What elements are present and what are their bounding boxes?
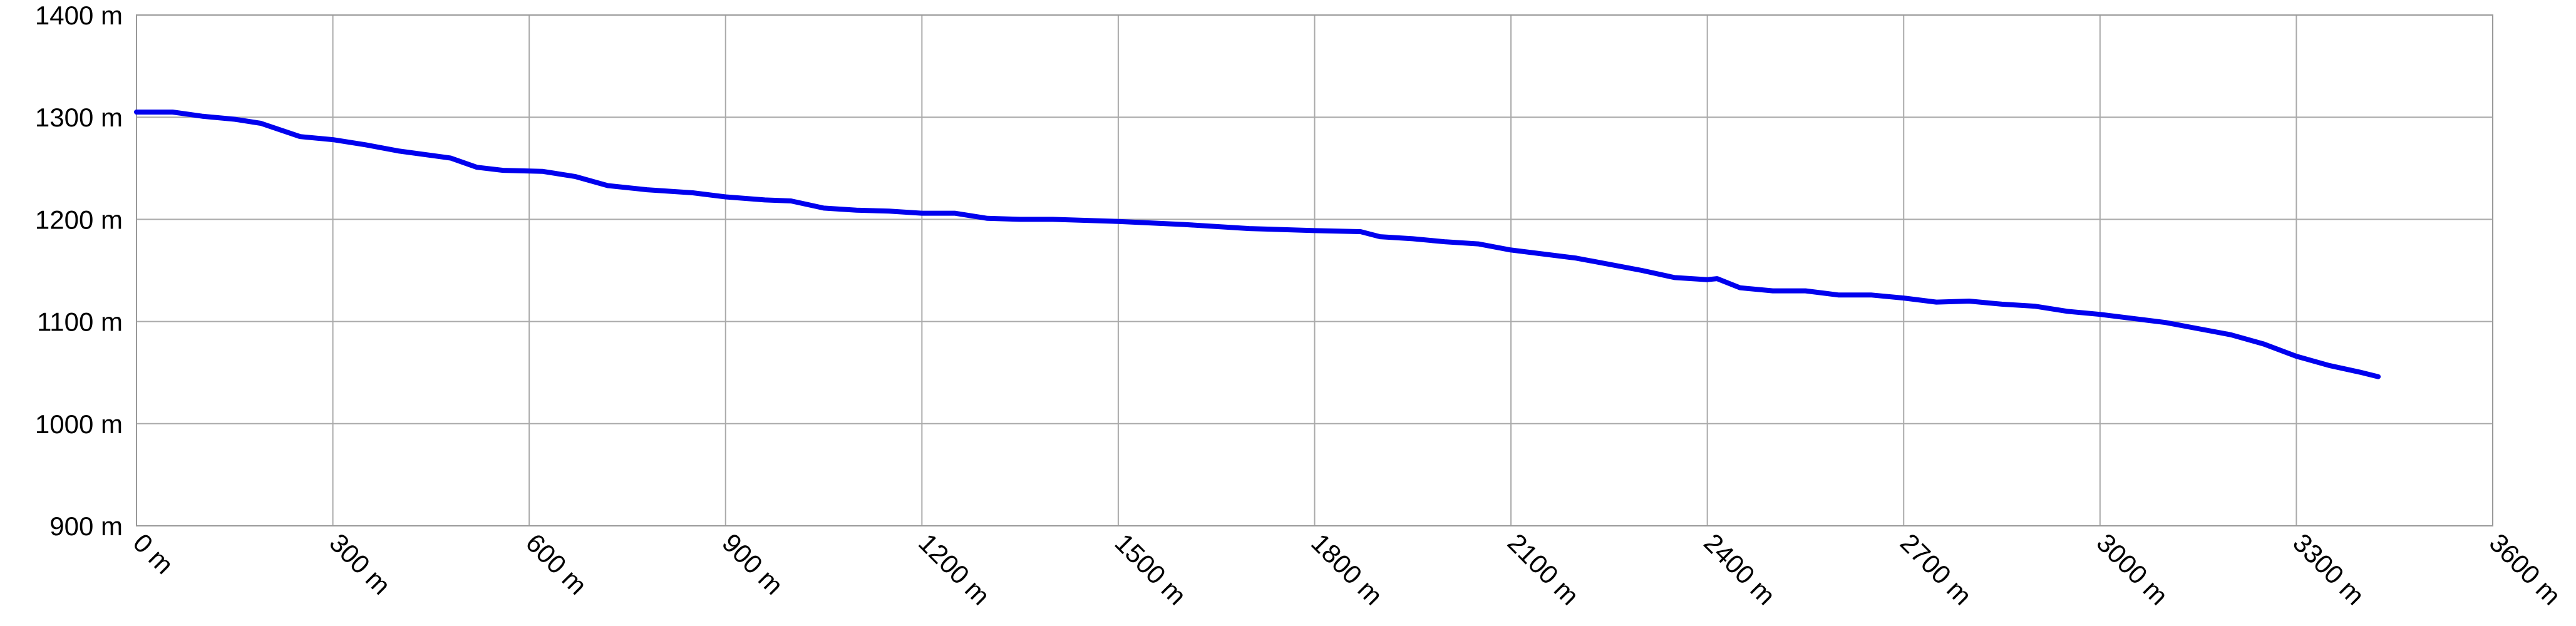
y-tick-label: 1400 m — [35, 1, 123, 30]
plot-frame — [136, 14, 2493, 526]
y-tick-label: 1100 m — [37, 307, 123, 337]
y-tick-label: 1000 m — [35, 409, 123, 439]
y-tick-label: 900 m — [49, 511, 123, 541]
y-tick-label: 1200 m — [35, 205, 123, 234]
y-tick-label: 1300 m — [35, 103, 123, 132]
elevation-line — [134, 110, 2381, 379]
